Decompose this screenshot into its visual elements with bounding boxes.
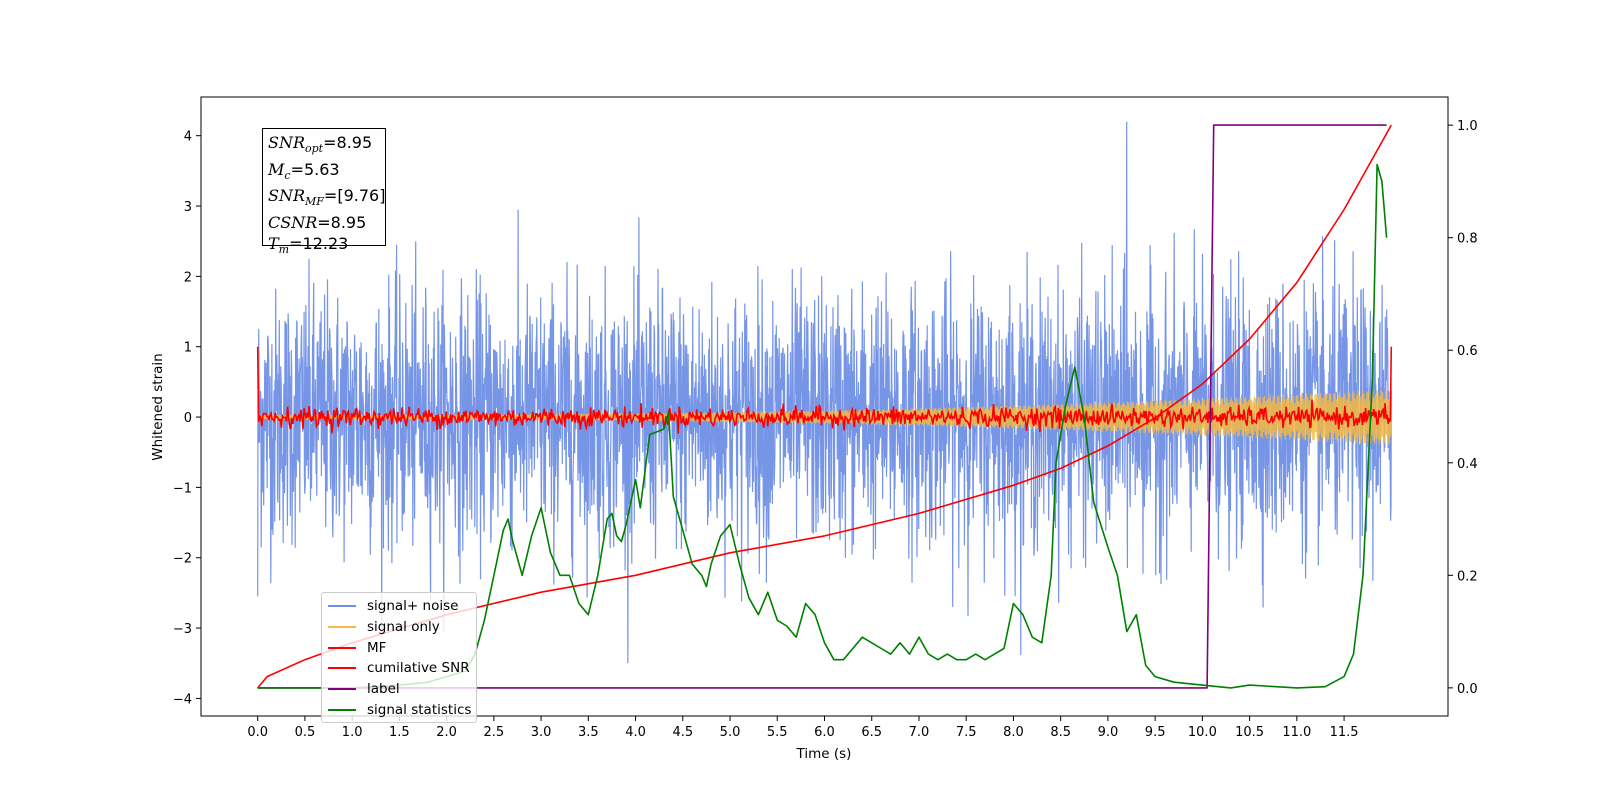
- mc-line: Mc=5.63: [268, 159, 340, 182]
- y-tick-label-left: −1: [173, 481, 192, 496]
- x-tick-label: 6.5: [861, 725, 882, 740]
- x-tick-label: 7.5: [956, 725, 977, 740]
- x-tick-label: 10.5: [1235, 725, 1264, 740]
- legend-label: cumilative SNR: [367, 660, 470, 677]
- legend-label: MF: [367, 639, 387, 656]
- legend-label: signal+ noise: [367, 598, 459, 615]
- x-axis: 0.0 0.5 1.0 1.5 2.0 2.5 3.0 3.5 4.0 4.5 5.0 5.5 6.0 6…: [247, 716, 1359, 740]
- legend-swatch: [328, 646, 356, 649]
- x-tick-label: 11.0: [1282, 725, 1311, 740]
- csnr-value: =8.95: [317, 213, 367, 233]
- y-tick-label-left: −2: [173, 552, 192, 567]
- legend-swatch: [328, 626, 356, 629]
- x-tick-label: 9.0: [1098, 725, 1119, 740]
- legend-item-signal-only: signal only: [328, 617, 476, 638]
- snr-opt-value: =8.95: [323, 133, 373, 152]
- y-tick-label-right: 0.4: [1457, 457, 1478, 472]
- y-tick-label-right: 1.0: [1457, 119, 1478, 134]
- x-tick-label: 2.5: [484, 725, 505, 740]
- y-tick-label-left: −4: [173, 692, 192, 707]
- snr-mf-line: SNRMF=[9.76]: [268, 186, 386, 209]
- x-tick-label: 0.5: [295, 725, 316, 740]
- y-tick-label-left: −3: [173, 622, 192, 637]
- x-tick-label: 11.5: [1330, 725, 1359, 740]
- x-tick-label: 7.0: [909, 725, 930, 740]
- x-tick-label: 4.5: [672, 725, 693, 740]
- y-tick-label-right: 0.6: [1457, 344, 1478, 359]
- y-tick-label-right: 0.8: [1457, 232, 1478, 247]
- legend-swatch: [328, 688, 356, 691]
- x-tick-label: 0.0: [247, 725, 268, 740]
- tm-line: Tm=12.23: [268, 233, 349, 256]
- series-mf: [256, 346, 1393, 434]
- legend-item-label: label: [328, 679, 476, 700]
- csnr-line: CSNR=8.95: [268, 213, 367, 233]
- legend-item-signal-noise: signal+ noise: [328, 596, 476, 617]
- x-axis-label: Time (s): [796, 746, 852, 762]
- x-tick-label: 9.5: [1145, 725, 1166, 740]
- y-tick-label-left: 1: [184, 341, 192, 356]
- x-tick-label: 5.0: [720, 725, 741, 740]
- legend-label: signal only: [367, 619, 440, 636]
- tm-value: =12.23: [289, 233, 349, 253]
- legend: signal+ noise signal only MF cumilative …: [321, 592, 477, 723]
- snr-mf-value: =[9.76]: [323, 186, 386, 206]
- x-tick-label: 10.0: [1188, 725, 1217, 740]
- series-label: [257, 124, 1387, 689]
- x-tick-label: 8.0: [1003, 725, 1024, 740]
- x-tick-label: 8.5: [1050, 725, 1071, 740]
- legend-label: label: [367, 681, 400, 698]
- legend-swatch: [328, 605, 356, 608]
- legend-swatch: [328, 667, 356, 670]
- x-tick-label: 1.5: [389, 725, 410, 740]
- legend-label: signal statistics: [367, 701, 472, 718]
- series-signal-statistics: [257, 163, 1388, 689]
- y-tick-label-left: 4: [184, 130, 192, 145]
- x-tick-label: 3.0: [531, 725, 552, 740]
- x-tick-label: 4.0: [625, 725, 646, 740]
- y-tick-label-left: 2: [184, 270, 192, 285]
- x-tick-label: 6.0: [814, 725, 835, 740]
- y-tick-label-left: 0: [184, 411, 192, 426]
- legend-swatch: [328, 708, 356, 711]
- series-signal-noise: [257, 121, 1392, 664]
- y-axis-label-left: Whitened strain: [150, 353, 166, 460]
- x-tick-label: 5.5: [767, 725, 788, 740]
- y-tick-label-right: 0.2: [1457, 569, 1478, 584]
- x-tick-label: 2.0: [436, 725, 457, 740]
- legend-item-signal-statistics: signal statistics: [328, 699, 476, 720]
- mc-value: =5.63: [290, 159, 340, 179]
- annotation-box: SNRopt=8.95 Mc=5.63 SNRMF=[9.76] CSNR=8.…: [262, 128, 386, 256]
- y-tick-label-left: 3: [184, 200, 192, 215]
- snr-opt-line: SNRopt=8.95: [268, 133, 373, 156]
- x-tick-label: 3.5: [578, 725, 599, 740]
- legend-item-cumulative-snr: cumilative SNR: [328, 658, 476, 679]
- x-tick-label: 1.0: [342, 725, 363, 740]
- y-axis-left: 4 3 2 1 0 −1 −2 −3 −4: [173, 130, 201, 707]
- y-axis-right: 1.0 0.8 0.6 0.4 0.2 0.0: [1448, 119, 1478, 697]
- y-tick-label-right: 0.0: [1457, 682, 1478, 697]
- legend-item-mf: MF: [328, 637, 476, 658]
